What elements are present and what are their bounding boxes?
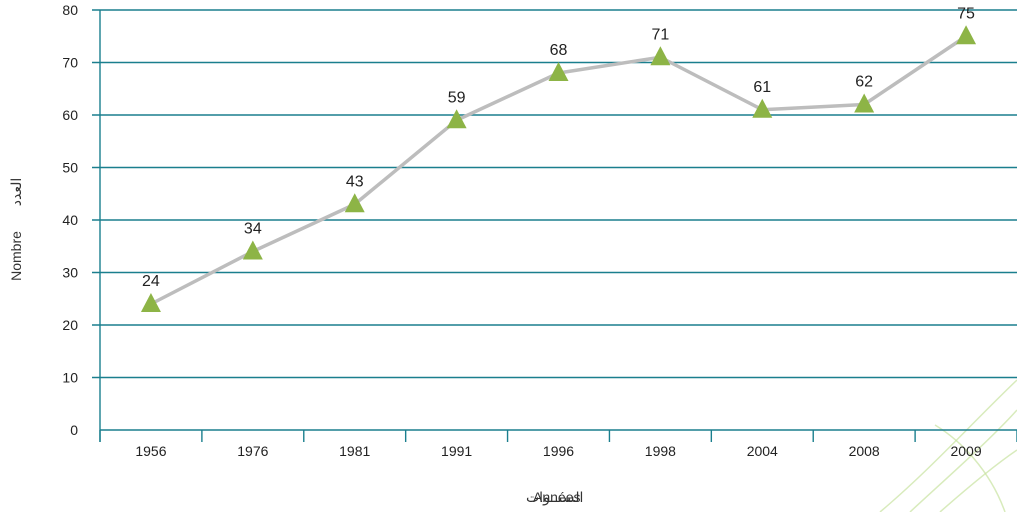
y-tick-label: 60 <box>62 107 78 123</box>
y-tick-label: 40 <box>62 212 78 228</box>
swoosh-curve <box>939 449 1017 512</box>
data-label: 75 <box>957 5 975 22</box>
data-point-marker <box>752 98 773 118</box>
x-axis-label-french: Années <box>533 489 580 505</box>
y-axis-label-french: Nombre <box>8 231 24 281</box>
x-axis-label-arabic: السنــوات <box>526 489 583 506</box>
data-point-marker <box>242 240 263 260</box>
x-tick-label: 1996 <box>543 443 574 459</box>
y-axis-ticks: 0 10 20 30 40 50 60 70 80 <box>62 2 78 438</box>
y-tick-label: 10 <box>62 370 78 386</box>
swoosh-curve <box>879 379 1017 512</box>
y-tick-label: 0 <box>70 422 78 438</box>
data-label: 61 <box>753 79 771 96</box>
data-point-marker <box>548 62 569 81</box>
x-tick-label: 2008 <box>849 443 880 459</box>
x-tick-label: 1976 <box>237 443 268 459</box>
data-point-marker <box>956 25 977 45</box>
swoosh-curve <box>909 409 1017 512</box>
gridlines <box>92 9 1017 442</box>
data-label: 71 <box>651 26 669 43</box>
data-label: 43 <box>346 173 364 190</box>
x-tick-label: 1991 <box>441 443 472 459</box>
x-tick-label: 1981 <box>339 443 370 459</box>
x-tick-label: 1956 <box>135 443 166 459</box>
data-label: 62 <box>855 74 873 91</box>
data-markers <box>140 25 977 312</box>
data-point-marker <box>854 93 875 113</box>
data-label: 24 <box>142 273 160 290</box>
data-point-marker <box>140 293 161 312</box>
y-tick-label: 30 <box>62 265 78 281</box>
x-axis-ticks: 1956 1976 1981 1991 1996 1998 2004 2008 2009 <box>99 430 1017 459</box>
swoosh-curve <box>934 424 1006 512</box>
x-tick-label: 1998 <box>645 443 676 459</box>
x-tick-label: 2004 <box>747 443 778 459</box>
data-point-marker <box>446 109 467 129</box>
data-labels: 24 34 43 59 68 71 61 62 75 <box>142 5 975 290</box>
y-tick-label: 70 <box>62 55 78 71</box>
background-swoosh-decoration <box>879 379 1017 512</box>
y-tick-label: 50 <box>62 160 78 176</box>
y-tick-label: 80 <box>62 2 78 18</box>
data-point-marker <box>650 46 671 66</box>
y-tick-label: 20 <box>62 317 78 333</box>
data-label: 68 <box>550 42 568 59</box>
data-label: 34 <box>244 221 262 238</box>
data-label: 59 <box>448 89 466 106</box>
y-axis-label-arabic: العدد <box>8 178 24 207</box>
x-tick-label: 2009 <box>950 443 981 459</box>
data-point-marker <box>344 193 365 213</box>
